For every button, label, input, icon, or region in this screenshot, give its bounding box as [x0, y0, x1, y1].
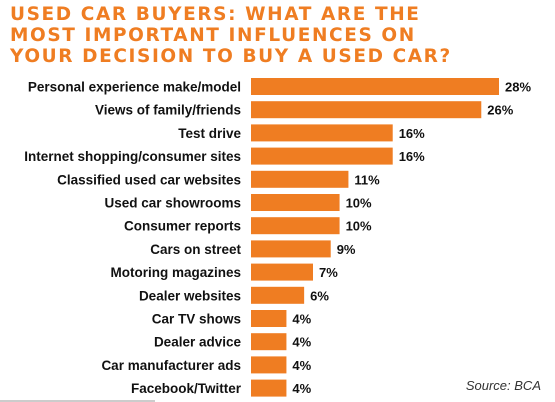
category-label: Dealer advice	[154, 335, 242, 350]
bar	[251, 240, 331, 258]
category-label: Cars on street	[150, 242, 241, 257]
source-note: Source: BCA	[465, 378, 541, 393]
bar	[251, 217, 340, 235]
chart-title: USED CAR BUYERS: WHAT ARE THE MOST IMPOR…	[10, 4, 550, 67]
bar	[251, 356, 287, 374]
bar	[251, 78, 499, 95]
category-label: Car TV shows	[152, 312, 241, 327]
category-label: Views of family/friends	[95, 103, 241, 118]
chart-title-line-2: MOST IMPORTANT INFLUENCES ON	[10, 25, 416, 46]
bar	[251, 263, 313, 281]
value-label: 6%	[310, 288, 329, 303]
bar	[251, 379, 287, 397]
value-label: 4%	[292, 381, 311, 396]
value-label: 16%	[399, 126, 425, 141]
category-label: Used car showrooms	[104, 196, 241, 211]
value-label: 7%	[319, 265, 338, 280]
bar	[251, 170, 349, 188]
bar	[251, 101, 482, 119]
value-label: 4%	[292, 312, 311, 327]
value-label: 28%	[505, 80, 531, 95]
category-label: Facebook/Twitter	[131, 381, 242, 396]
footer-divider	[0, 400, 155, 402]
category-label: Test drive	[178, 126, 241, 141]
bar	[251, 310, 287, 327]
bar	[251, 194, 340, 211]
bar	[251, 286, 305, 304]
value-label: 16%	[399, 149, 425, 164]
value-label: 10%	[346, 196, 372, 211]
value-label: 10%	[346, 219, 372, 234]
bar	[251, 147, 393, 165]
bar	[251, 124, 393, 142]
value-label: 26%	[487, 103, 513, 118]
category-label: Motoring magazines	[110, 265, 241, 280]
value-label: 9%	[337, 242, 356, 257]
bar	[251, 333, 287, 351]
category-label: Internet shopping/consumer sites	[24, 149, 241, 164]
category-label: Personal experience make/model	[28, 80, 241, 95]
value-label: 4%	[292, 335, 311, 350]
chart-title-line-1: USED CAR BUYERS: WHAT ARE THE	[10, 4, 421, 25]
category-label: Dealer websites	[139, 288, 241, 303]
chart-title-line-3: YOUR DECISION TO BUY A USED CAR?	[10, 46, 452, 67]
category-label: Classified used car websites	[57, 172, 241, 187]
category-label: Consumer reports	[124, 219, 241, 234]
value-label: 4%	[292, 358, 311, 373]
category-label: Car manufacturer ads	[101, 358, 241, 373]
value-label: 11%	[354, 172, 380, 187]
